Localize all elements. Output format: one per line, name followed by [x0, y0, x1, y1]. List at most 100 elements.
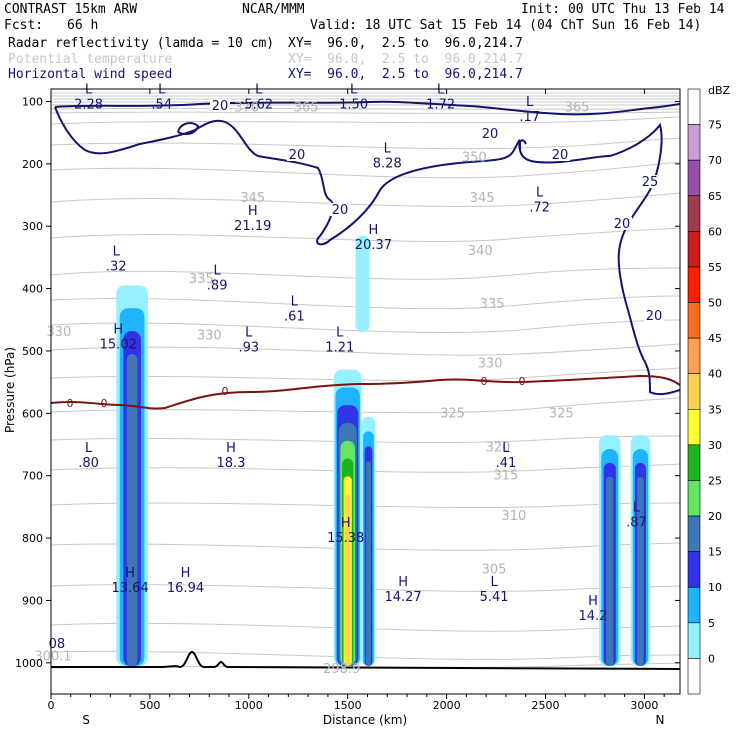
radar-reflectivity	[116, 235, 651, 666]
colorbar-level-label: 0	[708, 652, 715, 665]
colorbar-unit: dBZ	[708, 84, 731, 97]
forecast-label: Fcst:	[4, 18, 44, 33]
colorbar-level-label: 20	[708, 510, 722, 523]
y-tick-label: 500	[22, 345, 43, 358]
wind-extremum-value: 8.28	[373, 157, 402, 172]
wind-extremum-value: 1.50	[339, 97, 368, 112]
y-axis-label: Pressure (hPa)	[3, 347, 17, 433]
contour-label-bg	[550, 148, 570, 161]
x-tick-label: 3000	[630, 699, 658, 712]
x-tick-label: 2000	[433, 699, 461, 712]
wind-extremum-type: L	[158, 82, 166, 97]
colorbar-level-label: 10	[708, 581, 722, 594]
colorbar-level-label: 15	[708, 546, 722, 559]
theta-label: 330	[197, 328, 222, 343]
theta-label: 298.9	[323, 662, 360, 677]
wind-extremum-type: L	[255, 82, 263, 97]
colorbar-swatch	[687, 373, 701, 410]
wind-extremum-value: .80	[78, 456, 99, 471]
theta-label: 345	[470, 191, 495, 206]
forecast-hour: 66 h	[67, 18, 99, 33]
colorbar-level-label: 75	[708, 119, 722, 132]
wind-contour-value: 20	[332, 203, 349, 218]
colorbar-swatch	[687, 302, 701, 339]
theta-label: 305	[482, 562, 507, 577]
wind-extremum-type: H	[398, 575, 408, 590]
colorbar-swatch	[687, 231, 701, 268]
colorbar-swatch	[687, 622, 701, 659]
wind-extremum-type: L	[350, 82, 358, 97]
freezing-level-label: 0	[67, 397, 74, 410]
wind-extremum-value: 1.72	[426, 97, 455, 112]
wind-contour-value: 20	[212, 99, 229, 114]
theta-label: 330	[478, 356, 503, 371]
freezing-level-label: 0	[481, 375, 488, 388]
colorbar-swatch	[687, 88, 701, 125]
colorbar-level-label: 5	[708, 617, 715, 630]
wind-extremum-value: 20.37	[355, 238, 392, 253]
y-tick-label: 600	[22, 407, 43, 420]
theta-label: 300.1	[34, 650, 71, 665]
wind-extremum-value: 21.19	[234, 219, 271, 234]
contour-label-bg	[480, 127, 500, 140]
theta-label: 350	[462, 151, 487, 166]
init-time: Init: 00 UTC Thu 13 Feb 14	[521, 2, 725, 17]
wind-extremum-value: 15.38	[327, 531, 364, 546]
wind-extremum-type: H	[226, 441, 236, 456]
wind-extremum-type: L	[245, 326, 253, 341]
y-tick-label: 400	[22, 283, 43, 296]
wind-extremum-value: .41	[496, 456, 517, 471]
wind-extremum-value: 14.27	[384, 590, 421, 605]
theta-label: 315	[494, 469, 519, 484]
y-tick-label: 100	[22, 95, 43, 108]
wind-extremum-type: L	[536, 185, 544, 200]
theta-label: 325	[440, 406, 465, 421]
wind-extremum-type: L	[633, 500, 641, 515]
wind-extremum-type: L	[291, 295, 299, 310]
wind-extremum-value: 2.28	[74, 97, 103, 112]
wind-extremum-value: .32	[106, 260, 127, 275]
colorbar-swatch	[687, 515, 701, 552]
contour-label-bg	[644, 309, 664, 322]
field-xy-reflectivity: XY= 96.0, 2.5 to 96.0,214.7	[288, 36, 523, 51]
wind-extremum-type: H	[248, 204, 258, 219]
wind-extremum-type: H	[341, 516, 351, 531]
contour-label-bg	[612, 217, 632, 230]
colorbar-swatch	[687, 408, 701, 446]
field-name-reflectivity: Radar reflectivity (lamda = 10 cm)	[8, 36, 275, 51]
wind-extremum-value: .72	[529, 200, 550, 215]
x-tick-label: 1500	[334, 699, 362, 712]
wind-extremum-value: 15.02	[100, 338, 137, 353]
wind-extremum-type: L	[336, 326, 344, 341]
wind-extremum-value: 18.3	[217, 456, 246, 471]
wind-extremum-type: H	[369, 223, 379, 238]
colorbar-level-label: 35	[708, 403, 722, 416]
theta-label: 345	[240, 191, 265, 206]
terrain-line	[51, 650, 681, 670]
wind-extremum-value: .93	[238, 341, 259, 356]
colorbar-swatch	[687, 444, 701, 481]
wind-extremum-type: H	[125, 566, 135, 581]
wind-extremum-value: 1.21	[325, 341, 354, 356]
valid-time: Valid: 18 UTC Sat 15 Feb 14 (04 ChT Sun …	[310, 18, 702, 33]
plot-frame	[50, 88, 681, 695]
theta-label: 365	[294, 101, 319, 116]
wind-extremum-value: .61	[284, 310, 305, 325]
colorbar-level-label: 30	[708, 439, 722, 452]
wind-extremum-type: L	[490, 575, 498, 590]
radar-cell-5-20dbz	[637, 476, 644, 666]
colorbar-swatch	[687, 480, 701, 517]
wind-extremum-type: H	[113, 323, 123, 338]
contour-label-bg	[330, 203, 350, 216]
x-tick-label: 0	[48, 699, 55, 712]
field-xy-theta: XY= 96.0, 2.5 to 96.0,214.7	[288, 52, 523, 67]
theta-label: 365	[565, 101, 590, 116]
freezing-level-label: 0	[101, 397, 108, 410]
colorbar-swatch	[687, 124, 701, 161]
colorbar-swatch	[687, 658, 701, 695]
contour-value-labels: 20 20 20 20 20 25 20 20 0 0 0 0 0	[67, 99, 664, 410]
center-name: NCAR/MMM	[242, 2, 305, 17]
field-name-theta: Potential temperature	[8, 52, 173, 67]
field-xy-wind: XY= 96.0, 2.5 to 96.0,214.7	[288, 67, 523, 82]
